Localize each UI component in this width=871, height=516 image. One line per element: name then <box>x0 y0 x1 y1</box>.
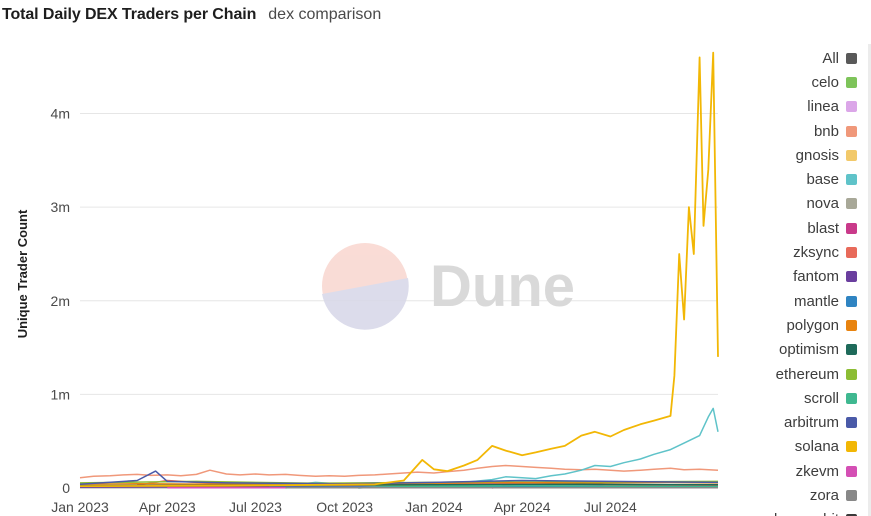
legend-item-bnb[interactable]: bnb <box>717 119 857 143</box>
chart-svg: 0 1m 2m 3m 4m Unique Trader Count Jan 2023 Apr … <box>15 51 719 515</box>
legend-swatch <box>846 417 857 429</box>
legend-swatch <box>846 222 857 234</box>
x-tick-label: Jan 2023 <box>51 499 109 515</box>
legend-label: bouncebit <box>774 511 839 516</box>
legend-label: solana <box>794 438 839 456</box>
chart-subtitle: dex comparison <box>268 6 382 23</box>
y-tick-label: 2m <box>51 293 70 309</box>
legend-label: zora <box>809 486 839 504</box>
legend-label: zkevm <box>795 462 839 480</box>
legend-label: zksync <box>793 244 839 262</box>
legend-swatch <box>846 52 857 64</box>
x-tick-label: Apr 2024 <box>494 499 551 515</box>
series-line-polygon <box>79 481 719 486</box>
series-line-bnb <box>79 464 719 479</box>
legend-label: fantom <box>793 268 839 286</box>
legend-swatch <box>846 76 857 88</box>
series-line-solana <box>79 51 719 488</box>
x-tick-label: Jul 2023 <box>229 499 282 515</box>
y-tick-label: 0 <box>62 480 70 496</box>
legend-swatch <box>846 344 857 356</box>
x-tick-label: Apr 2023 <box>139 499 196 515</box>
legend-label: celo <box>811 73 839 91</box>
legend-label: arbitrum <box>783 414 839 432</box>
legend-label: base <box>806 171 839 189</box>
legend-item-arbitrum[interactable]: arbitrum <box>717 410 857 434</box>
legend-item-linea[interactable]: linea <box>717 95 857 119</box>
legend-label: linea <box>807 98 839 116</box>
chart-title: Total Daily DEX Traders per Chain <box>2 6 257 23</box>
legend-swatch <box>846 125 857 137</box>
legend-swatch <box>846 392 857 404</box>
legend-item-nova[interactable]: nova <box>717 192 857 216</box>
legend-swatch <box>846 174 857 186</box>
y-tick-label: 4m <box>51 106 70 122</box>
legend-label: mantle <box>793 292 839 310</box>
watermark-text: Dune <box>430 254 575 319</box>
legend-label: gnosis <box>795 146 839 164</box>
legend-swatch <box>846 247 857 259</box>
legend-label: bnb <box>813 122 839 140</box>
y-axis-label: Unique Trader Count <box>15 209 30 338</box>
legend-label: polygon <box>786 316 839 334</box>
legend-item-scroll[interactable]: scroll <box>717 386 857 410</box>
legend-swatch <box>846 514 857 516</box>
legend-item-solana[interactable]: solana <box>717 435 857 459</box>
legend-item-gnosis[interactable]: gnosis <box>717 143 857 167</box>
legend-item-optimism[interactable]: optimism <box>717 338 857 362</box>
legend-item-ethereum[interactable]: ethereum <box>717 362 857 386</box>
legend-item-polygon[interactable]: polygon <box>717 313 857 337</box>
y-tick-label: 3m <box>51 199 70 215</box>
line-chart: 0 1m 2m 3m 4m Unique Trader Count Jan 2023 Apr … <box>0 36 730 516</box>
y-tick-label: 1m <box>51 386 70 402</box>
legend-item-fantom[interactable]: fantom <box>717 265 857 289</box>
legend-swatch <box>846 149 857 161</box>
legend-item-bouncebit[interactable]: bouncebit <box>717 508 857 516</box>
legend-swatch <box>846 368 857 380</box>
legend-item-mantle[interactable]: mantle <box>717 289 857 313</box>
legend-item-zora[interactable]: zora <box>717 483 857 507</box>
legend-label: scroll <box>803 389 839 407</box>
legend-swatch <box>846 465 857 477</box>
legend-label: blast <box>807 219 839 237</box>
x-tick-label: Jul 2024 <box>584 499 637 515</box>
chart-legend: All celo linea bnb gnosis base nova blast zksync… <box>717 46 857 516</box>
legend-item-All[interactable]: All <box>717 46 857 70</box>
legend-swatch <box>846 271 857 283</box>
legend-label: All <box>822 49 839 67</box>
legend-swatch <box>846 441 857 453</box>
legend-item-base[interactable]: base <box>717 167 857 191</box>
legend-swatch <box>846 319 857 331</box>
legend-scrollbar[interactable] <box>868 44 871 516</box>
legend-item-zksync[interactable]: zksync <box>717 240 857 264</box>
legend-label: nova <box>806 195 839 213</box>
legend-item-celo[interactable]: celo <box>717 70 857 94</box>
x-tick-label: Oct 2023 <box>316 499 373 515</box>
chart-header: Total Daily DEX Traders per Chain dex co… <box>2 6 381 28</box>
legend-item-zkevm[interactable]: zkevm <box>717 459 857 483</box>
x-tick-label: Jan 2024 <box>405 499 463 515</box>
legend-swatch <box>846 489 857 501</box>
legend-item-blast[interactable]: blast <box>717 216 857 240</box>
watermark-logo <box>322 243 409 330</box>
series-line-arbitrum <box>79 470 719 486</box>
legend-swatch <box>846 101 857 113</box>
watermark-circle-bottom <box>322 278 409 330</box>
legend-swatch <box>846 198 857 210</box>
legend-label: optimism <box>778 341 839 359</box>
legend-swatch <box>846 295 857 307</box>
legend-label: ethereum <box>775 365 839 383</box>
